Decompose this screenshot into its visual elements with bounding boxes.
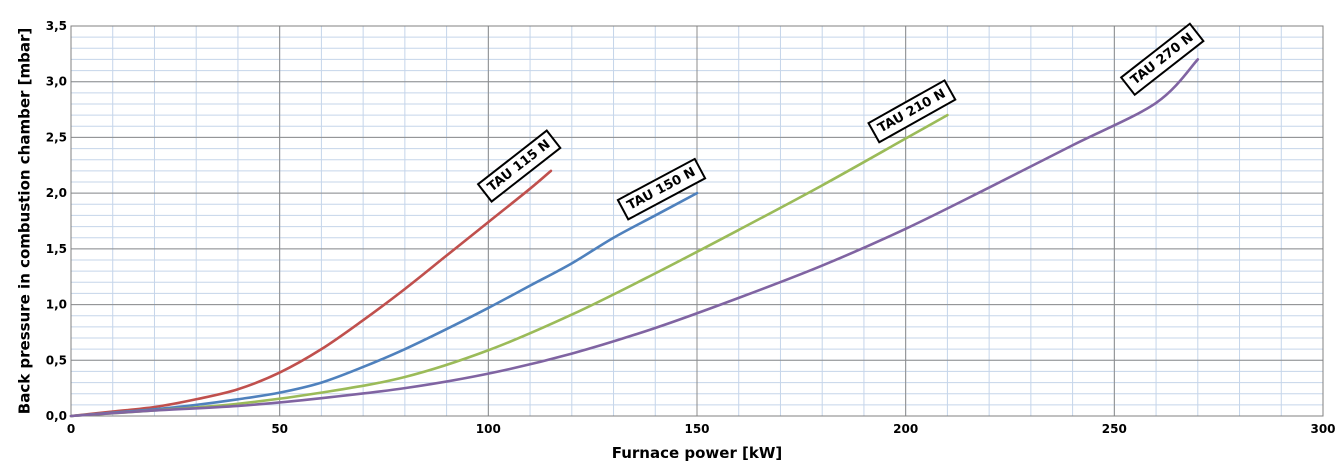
y-tick-label: 2,0 bbox=[46, 186, 67, 200]
plot-frame bbox=[70, 25, 1324, 417]
series-label-box bbox=[1119, 22, 1205, 97]
series-line-tau-270-n bbox=[69, 58, 1200, 418]
series-line-tau-115-n bbox=[69, 169, 553, 418]
series-line-tau-210-n bbox=[69, 113, 949, 418]
x-tick-labels: 0 50 100 150 200 250 300 bbox=[67, 422, 1336, 436]
y-tick-labels: 0,0 0,5 1,0 1,5 2,0 2,5 3,0 3,5 bbox=[46, 19, 67, 423]
series-label-box bbox=[616, 157, 707, 221]
y-tick-label: 1,0 bbox=[46, 298, 67, 312]
y-tick-label: 1,5 bbox=[46, 242, 67, 256]
series-label-box bbox=[476, 129, 562, 203]
x-tick-label: 0 bbox=[67, 422, 75, 436]
series-lines bbox=[69, 58, 1200, 418]
y-tick-label: 0,5 bbox=[46, 353, 67, 367]
series-label: TAU 115 N bbox=[476, 129, 562, 203]
series-label: TAU 210 N bbox=[867, 79, 957, 144]
y-tick-label: 0,0 bbox=[46, 409, 67, 423]
series-label: TAU 150 N bbox=[616, 157, 707, 221]
x-axis-title: Furnace power [kW] bbox=[612, 444, 783, 462]
series-label-text: TAU 150 N bbox=[625, 165, 698, 214]
x-tick-label: 100 bbox=[476, 422, 501, 436]
x-tick-label: 200 bbox=[893, 422, 918, 436]
x-tick-label: 300 bbox=[1310, 422, 1335, 436]
series-label-text: TAU 115 N bbox=[485, 137, 553, 195]
x-tick-label: 150 bbox=[684, 422, 709, 436]
y-tick-label: 2,5 bbox=[46, 130, 67, 144]
series-label-text: TAU 210 N bbox=[875, 86, 948, 136]
series-label-box bbox=[867, 79, 957, 144]
x-tick-label: 50 bbox=[271, 422, 288, 436]
series-line-tau-150-n bbox=[69, 191, 699, 418]
y-tick-label: 3,5 bbox=[46, 19, 67, 33]
x-tick-label: 250 bbox=[1102, 422, 1127, 436]
y-axis-title: Back pressure in combustion chamber [mba… bbox=[15, 28, 33, 414]
y-tick-label: 3,0 bbox=[46, 75, 67, 89]
